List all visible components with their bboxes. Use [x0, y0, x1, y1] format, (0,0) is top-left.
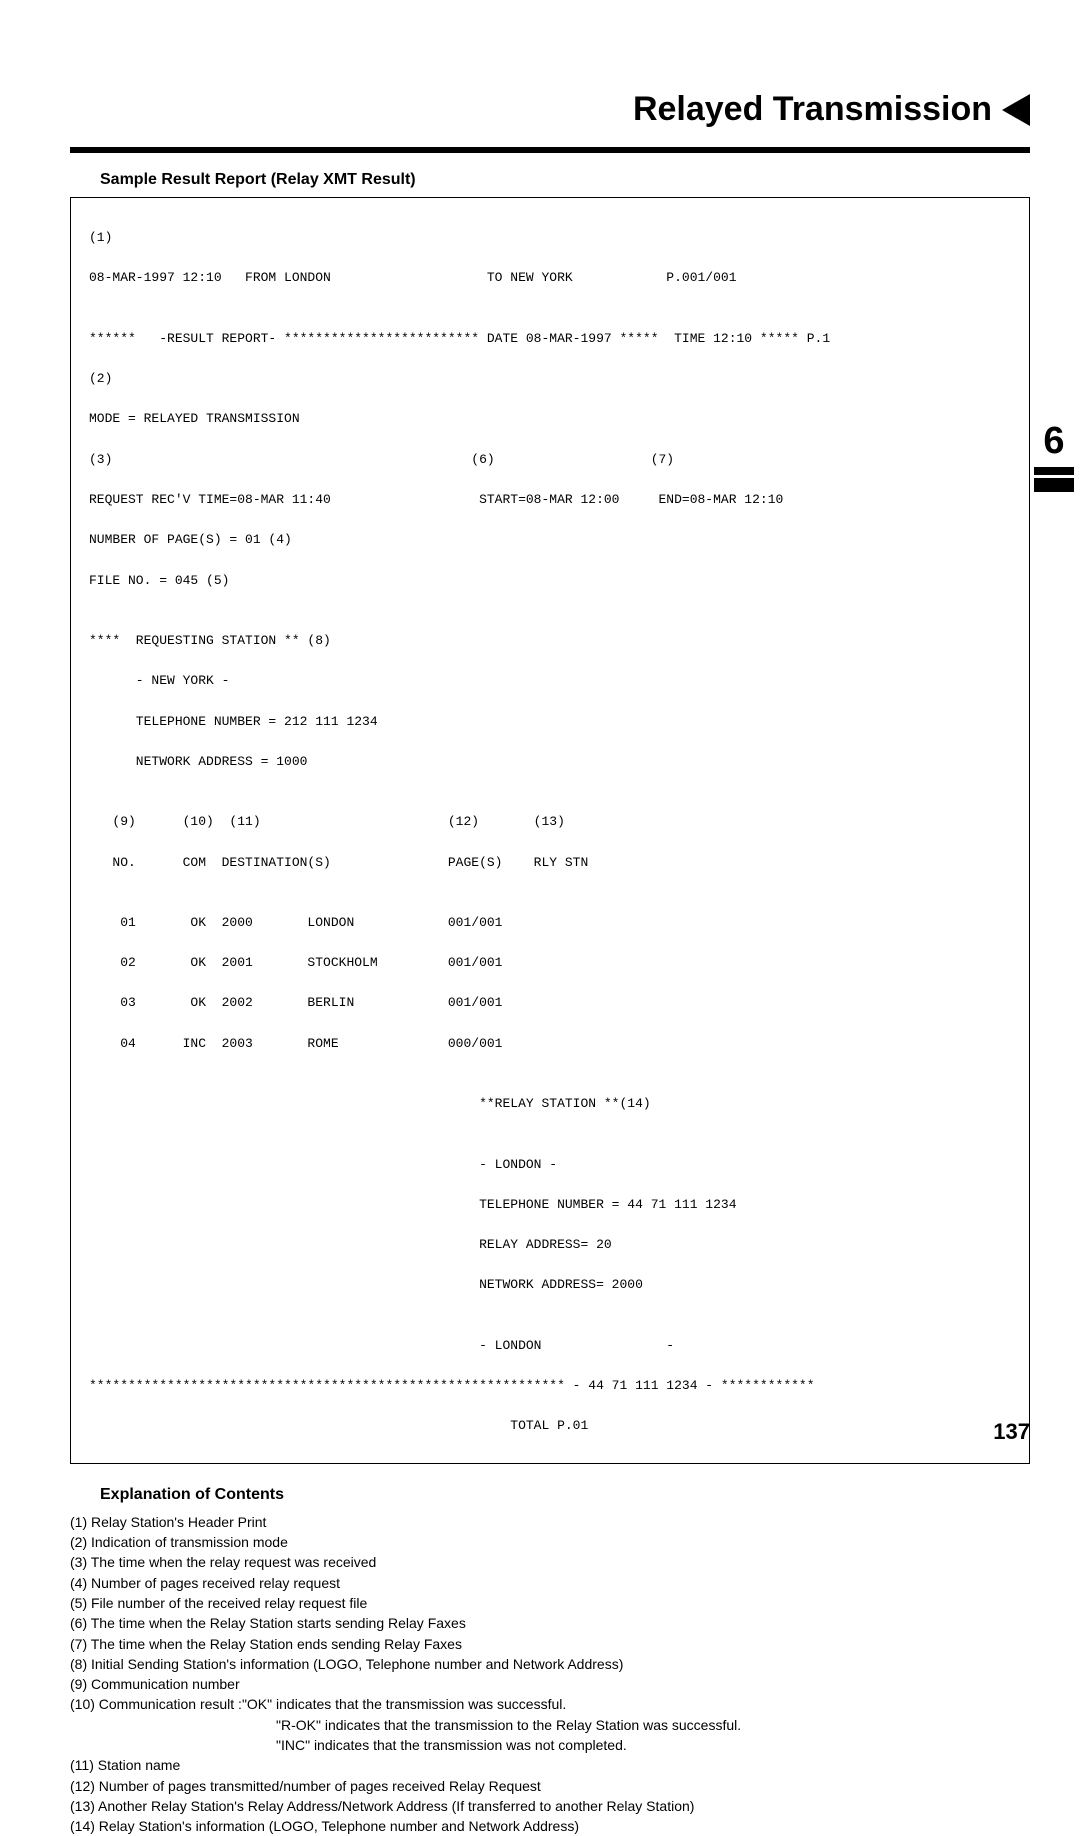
- chapter-tab: 6: [1034, 420, 1074, 492]
- report-line: TOTAL P.01: [89, 1416, 1011, 1436]
- explain-item: (3) The time when the relay request was …: [70, 1552, 1030, 1572]
- explain-item: "R-OK" indicates that the transmission t…: [276, 1715, 1030, 1735]
- explain-item: (6) The time when the Relay Station star…: [70, 1613, 1030, 1633]
- explanation-list: (1) Relay Station's Header Print (2) Ind…: [70, 1512, 1030, 1836]
- report-line: 08-MAR-1997 12:10 FROM LONDON TO NEW YOR…: [89, 268, 1011, 288]
- explanation-heading: Explanation of Contents: [100, 1486, 1030, 1504]
- report-line: 04 INC 2003 ROME 000/001: [89, 1034, 1011, 1054]
- report-line: MODE = RELAYED TRANSMISSION: [89, 409, 1011, 429]
- page-title: Relayed Transmission: [633, 90, 992, 129]
- report-line: - LONDON -: [89, 1155, 1011, 1175]
- explain-item: (12) Number of pages transmitted/number …: [70, 1776, 1030, 1796]
- report-line: TELEPHONE NUMBER = 212 111 1234: [89, 712, 1011, 732]
- explain-item: (11) Station name: [70, 1755, 1030, 1775]
- explain-item: (8) Initial Sending Station's informatio…: [70, 1654, 1030, 1674]
- explain-item: "INC" indicates that the transmission wa…: [276, 1735, 1030, 1755]
- explain-item: (4) Number of pages received relay reque…: [70, 1573, 1030, 1593]
- chapter-number: 6: [1034, 420, 1074, 463]
- explain-item: (13) Another Relay Station's Relay Addre…: [70, 1796, 1030, 1816]
- bar-icon: [1034, 478, 1074, 492]
- explain-item: (7) The time when the Relay Station ends…: [70, 1634, 1030, 1654]
- explain-item: (9) Communication number: [70, 1674, 1030, 1694]
- explain-item: (14) Relay Station's information (LOGO, …: [70, 1816, 1030, 1836]
- report-line: ****** -RESULT REPORT- *****************…: [89, 329, 1011, 349]
- report-line: (2): [89, 369, 1011, 389]
- explain-item: (1) Relay Station's Header Print: [70, 1512, 1030, 1532]
- header-bar: Relayed Transmission: [70, 90, 1030, 129]
- report-line: (3) (6) (7): [89, 450, 1011, 470]
- section-subhead: Sample Result Report (Relay XMT Result): [100, 171, 1030, 189]
- report-line: 01 OK 2000 LONDON 001/001: [89, 913, 1011, 933]
- report-line: NETWORK ADDRESS= 2000: [89, 1275, 1011, 1295]
- report-line: NO. COM DESTINATION(S) PAGE(S) RLY STN: [89, 853, 1011, 873]
- report-line: RELAY ADDRESS= 20: [89, 1235, 1011, 1255]
- explain-item: (10) Communication result :"OK" indicate…: [70, 1694, 1030, 1714]
- report-line: TELEPHONE NUMBER = 44 71 111 1234: [89, 1195, 1011, 1215]
- result-report-box: (1) 08-MAR-1997 12:10 FROM LONDON TO NEW…: [70, 197, 1030, 1464]
- explain-item: (2) Indication of transmission mode: [70, 1532, 1030, 1552]
- report-line: 02 OK 2001 STOCKHOLM 001/001: [89, 953, 1011, 973]
- report-line: NUMBER OF PAGE(S) = 01 (4): [89, 530, 1011, 550]
- report-line: FILE NO. = 045 (5): [89, 571, 1011, 591]
- report-line: ****************************************…: [89, 1376, 1011, 1396]
- bar-icon: [1034, 467, 1074, 475]
- report-line: **RELAY STATION **(14): [89, 1094, 1011, 1114]
- page-number: 137: [993, 1419, 1030, 1445]
- page-title-wrap: Relayed Transmission: [633, 90, 1030, 129]
- report-line: 03 OK 2002 BERLIN 001/001: [89, 993, 1011, 1013]
- explain-item: (5) File number of the received relay re…: [70, 1593, 1030, 1613]
- report-line: (9) (10) (11) (12) (13): [89, 812, 1011, 832]
- report-line: REQUEST REC'V TIME=08-MAR 11:40 START=08…: [89, 490, 1011, 510]
- report-line: (1): [89, 228, 1011, 248]
- report-line: - NEW YORK -: [89, 671, 1011, 691]
- report-line: **** REQUESTING STATION ** (8): [89, 631, 1011, 651]
- report-line: NETWORK ADDRESS = 1000: [89, 752, 1011, 772]
- arrow-left-icon: [1002, 94, 1030, 126]
- report-line: - LONDON -: [89, 1336, 1011, 1356]
- header-underline: [70, 147, 1030, 153]
- chapter-tab-bars: [1034, 467, 1074, 492]
